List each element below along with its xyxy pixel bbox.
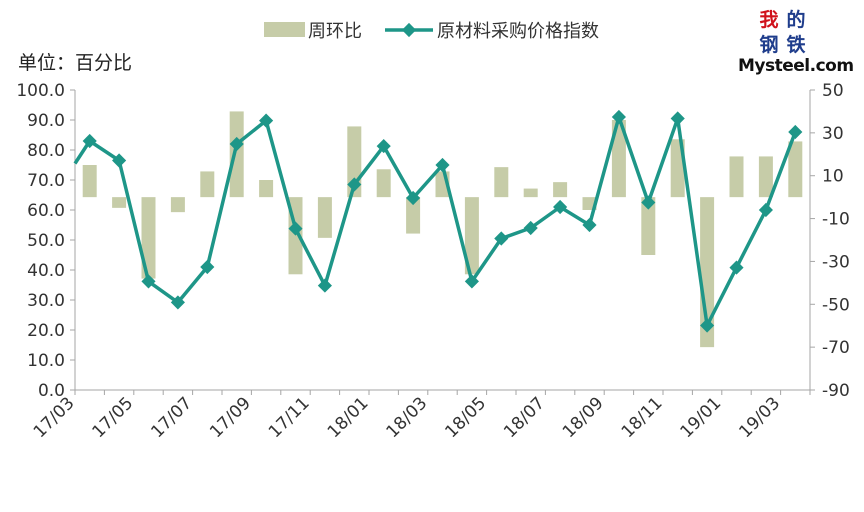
line-point-18/06 [523,220,538,236]
bar-18/09 [611,120,626,198]
bar-17/08 [229,111,244,198]
line-point-18/12 [700,318,715,333]
y-right-tick-label: -50 [822,295,850,315]
x-tick-label: 17/05 [89,393,138,442]
x-tick-label: 17/09 [206,393,255,442]
line-point-17/09 [259,113,274,128]
y-left-tick-label: 80.0 [27,141,65,161]
bar-19/03 [788,141,803,198]
bar-18/01 [376,169,391,198]
logo-char-2: 的 [786,8,806,31]
y-left-tick-label: 40.0 [27,261,65,281]
legend-bar-swatch [264,22,305,37]
line-point-18/04 [464,274,479,289]
mysteel-logo: 我 的 钢 铁 Mysteel.com [738,8,854,78]
line-point-17/06 [170,295,185,310]
y-left-tick-label: 10.0 [27,351,65,371]
line-point-18/01 [376,139,391,154]
y-right-tick-label: -10 [822,210,850,230]
line-point-18/11 [670,111,685,126]
bar-17/06 [170,197,185,213]
line-series [73,109,803,333]
y-left-tick-label: 100.0 [16,81,65,101]
y-right-tick-label: 30 [822,124,844,144]
line-point-17/12 [347,177,362,192]
bar-17/04 [112,197,127,208]
line-point-18/08 [582,217,597,233]
line-point-17/05 [141,274,156,289]
x-tick-label: 19/01 [677,393,726,442]
axes: 0.0 10.0 20.0 30.0 40.0 50.0 60.0 70.0 80.0 90.0 1… [16,81,849,442]
x-tick-label: 17/11 [265,393,314,442]
line-point-19/02 [758,202,773,218]
x-tick-label: 18/01 [324,393,373,442]
logo-char-4: 铁 [786,33,806,56]
y-right-tick-label: 10 [822,167,844,187]
legend-bar-label: 周环比 [308,21,362,42]
line-point-18/10 [641,195,656,210]
legend-line-marker [401,22,417,38]
x-tick-label: 18/11 [618,393,667,442]
bar-18/07 [553,182,568,198]
line-point-19/03 [788,124,803,140]
bar-series [82,111,803,348]
unit-label: 单位：百分比 [18,52,133,74]
line-point-18/03 [435,157,450,173]
bar-19/02 [758,156,773,198]
bar-18/05 [494,167,509,198]
bar-17/11 [317,197,332,238]
x-tick-label: 18/05 [441,393,490,442]
legend-line-label: 原材料采购价格指数 [437,21,599,42]
line-point-17/11 [317,278,332,293]
y-right-tick-label: -90 [822,381,850,401]
logo-char-3: 钢 [759,33,779,56]
logo-char-1: 我 [759,8,779,31]
legend: 周环比 原材料采购价格指数 [264,21,599,42]
y-left-tick-label: 50.0 [27,231,65,251]
bar-18/02 [406,197,421,234]
bar-17/05 [141,197,156,279]
bar-17/07 [200,171,215,198]
y-left-tick-label: 0.0 [38,381,65,401]
y-left-tick-label: 70.0 [27,171,65,191]
x-tick-label: 18/09 [559,393,608,442]
line-point-17/07 [200,259,215,275]
bar-19/01 [729,156,744,198]
y-right-tick-label: -70 [822,338,850,358]
y-left-tick-label: 90.0 [27,111,65,131]
bar-17/09 [259,180,274,198]
line-point-18/05 [494,231,509,246]
y-left-tick-label: 30.0 [27,291,65,311]
logo-domain: Mysteel.com [738,56,854,76]
line-point-18/02 [406,190,421,206]
y-left-tick-label: 60.0 [27,201,65,221]
line-point-18/07 [553,199,568,215]
x-tick-label: 18/07 [500,393,549,442]
bar-18/04 [464,197,479,275]
line-point-17/08 [229,136,244,152]
line-point-17/10 [288,221,303,236]
index-line [73,115,797,328]
bar-18/06 [523,188,538,198]
line-point-18/09 [611,109,626,125]
bar-18/10 [641,197,656,255]
line-point-19/01 [729,260,744,275]
bar-17/03 [82,165,97,198]
y-left-tick-label: 20.0 [27,321,65,341]
y-right-tick-label: 50 [822,81,844,101]
x-tick-label: 17/07 [147,393,196,442]
y-right-tick-label: -30 [822,252,850,272]
x-tick-label: 18/03 [383,393,432,442]
x-tick-label: 19/03 [735,393,784,442]
